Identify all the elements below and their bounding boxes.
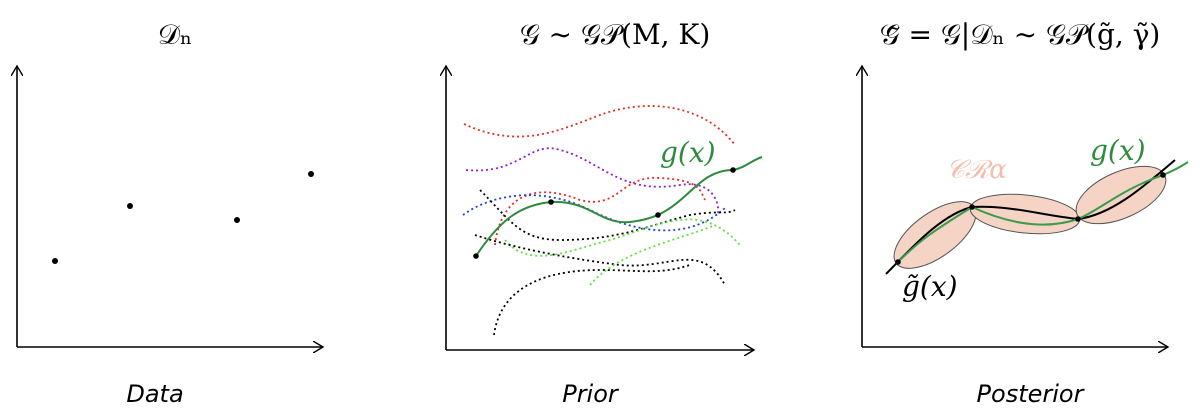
- data-point: [548, 199, 554, 205]
- data-point: [1160, 172, 1166, 178]
- credible-region: [893, 201, 977, 269]
- panel-caption: Prior: [562, 380, 620, 408]
- prior-sample: [479, 189, 736, 241]
- prior-sample: [493, 264, 691, 336]
- true-function: [897, 161, 1189, 263]
- function-label: g(x): [660, 136, 716, 169]
- data-point: [473, 253, 479, 259]
- data-point: [127, 203, 133, 209]
- panel-prior: 𝒢 ∼ 𝒢𝒫(M, K) g(x) Prior: [446, 18, 763, 408]
- panel-caption: Data: [126, 380, 183, 408]
- data-point: [969, 204, 975, 210]
- prior-sample: [463, 105, 736, 146]
- prior-sample: [462, 194, 726, 232]
- data-point: [730, 167, 736, 173]
- data-point: [655, 212, 661, 218]
- data-point: [308, 171, 314, 177]
- data-point: [1075, 216, 1081, 222]
- prior-sample: [589, 224, 716, 286]
- prior-sample: [494, 177, 706, 246]
- data-point: [895, 259, 901, 265]
- prior-sample: [504, 218, 741, 257]
- panel-caption: Posterior: [977, 380, 1086, 408]
- function-label: g(x): [1090, 134, 1146, 167]
- mean-label: g̃(x): [902, 270, 958, 303]
- panel-posterior: 𝒢̃ = 𝒢|𝒟ₙ ∼ 𝒢𝒫(g̃, γ̃) 𝒞ℛα g(x) g̃(x) Po…: [862, 18, 1189, 408]
- panel-title: 𝒢 ∼ 𝒢𝒫(M, K): [520, 18, 711, 51]
- prior-sample: [474, 234, 726, 286]
- true-function: [475, 156, 763, 257]
- panel-title: 𝒢̃ = 𝒢|𝒟ₙ ∼ 𝒢𝒫(g̃, γ̃): [880, 18, 1161, 51]
- data-point: [52, 258, 58, 264]
- posterior-mean: [885, 159, 1176, 275]
- panel-data: 𝒟ₙ Data: [17, 18, 323, 408]
- region-label: 𝒞ℛα: [946, 155, 1007, 185]
- credible-region: [969, 193, 1081, 235]
- data-point: [234, 217, 240, 223]
- panel-title: 𝒟ₙ: [158, 18, 192, 51]
